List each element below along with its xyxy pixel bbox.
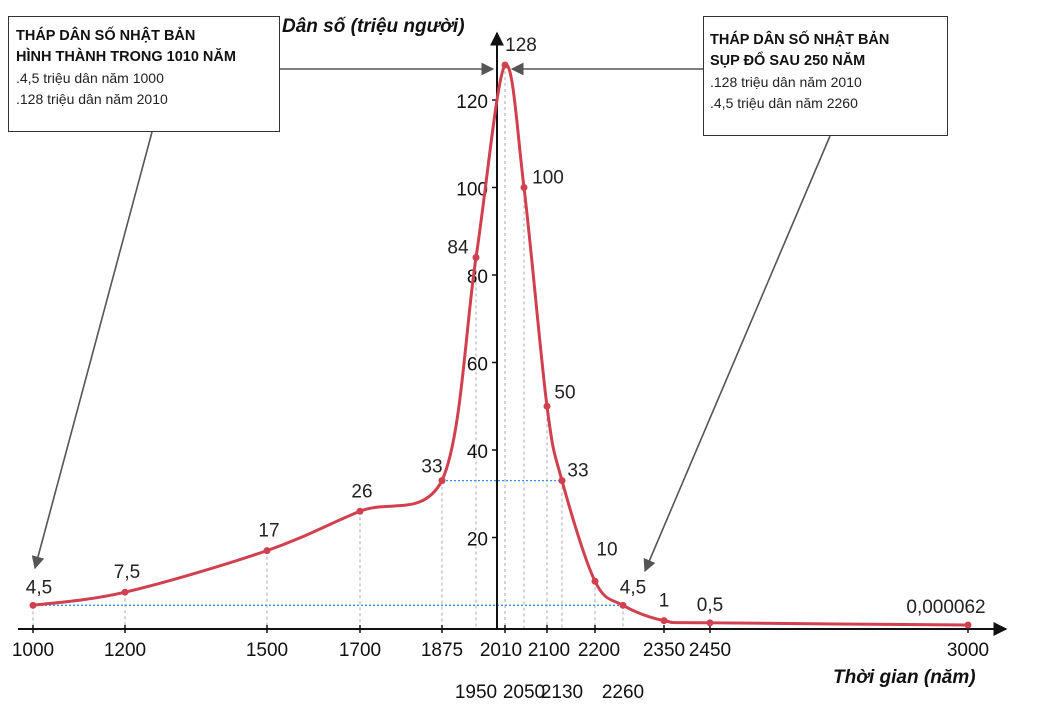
x-tick-label-2050: 2050	[503, 682, 545, 703]
data-label-2350: 1	[659, 591, 670, 612]
x-tick-label-1500: 1500	[246, 640, 288, 661]
collapse-info-box: THÁP DÂN SỐ NHẬT BẢN SỤP ĐỔ SAU 250 NĂM …	[703, 16, 948, 136]
data-label-1875: 33	[421, 457, 442, 478]
callout-arrow-right-down	[643, 135, 831, 573]
collapse-box-line-2: .4,5 triệu dân năm 2260	[710, 95, 858, 111]
data-label-2100: 50	[554, 382, 575, 403]
y-tick-label-80: 80	[467, 267, 488, 288]
formation-box-line-2: .128 triệu dân năm 2010	[16, 91, 168, 107]
x-tick-label-2100: 2100	[528, 640, 570, 661]
guide-lines	[32, 65, 711, 629]
data-point-3000	[964, 621, 972, 629]
data-label-2010: 128	[505, 35, 537, 56]
data-point-2200	[591, 577, 599, 585]
callout-arrow-left-down	[31, 131, 153, 570]
y-tick-label-20: 20	[467, 530, 488, 551]
data-point-1875	[438, 477, 446, 485]
data-label-2200: 10	[596, 539, 617, 560]
data-point-2010	[501, 61, 509, 69]
data-point-1000	[29, 601, 37, 609]
y-tick-label-40: 40	[467, 442, 488, 463]
data-point-2350	[660, 617, 668, 625]
population-curve	[32, 63, 969, 627]
x-tick-label-1950: 1950	[455, 682, 497, 703]
data-label-2260: 4,5	[620, 577, 646, 598]
x-tick-label-1200: 1200	[104, 640, 146, 661]
x-tick-label-1000: 1000	[12, 640, 54, 661]
formation-box-line-1: .4,5 triệu dân năm 1000	[16, 70, 164, 86]
data-label-2050: 100	[532, 168, 564, 189]
data-label-2130: 33	[567, 461, 588, 482]
x-axis-title: Thời gian (năm)	[833, 667, 976, 688]
data-point-2100	[543, 402, 551, 410]
data-label-1500: 17	[258, 521, 279, 542]
data-label-1950: 84	[447, 238, 469, 259]
data-point-1950	[472, 254, 480, 261]
x-tick-label-1700: 1700	[339, 640, 381, 661]
axes	[18, 31, 1008, 636]
formation-box-title-1: THÁP DÂN SỐ NHẬT BẢN	[16, 28, 196, 44]
data-point-1700	[356, 507, 364, 515]
data-label-1700: 26	[351, 481, 372, 502]
x-tick-label-2130: 2130	[541, 682, 583, 703]
data-label-3000: 0,000062	[906, 597, 985, 618]
formation-info-box: THÁP DÂN SỐ NHẬT BẢN HÌNH THÀNH TRONG 10…	[8, 16, 280, 132]
y-tick-label-120: 120	[456, 92, 488, 113]
callout-arrows	[31, 62, 831, 573]
data-point-2130	[558, 477, 566, 485]
collapse-box-title-1: THÁP DÂN SỐ NHẬT BẢN	[710, 32, 890, 48]
formation-box-title-2: HÌNH THÀNH TRONG 1010 NĂM	[16, 49, 236, 65]
x-tick-label-2450: 2450	[689, 640, 731, 661]
x-ticks: 1000 1200 1500 1700 1875 2010 2100 2200 2350 2450…	[12, 625, 989, 703]
data-point-2450	[706, 619, 714, 627]
x-tick-label-2350: 2350	[643, 640, 685, 661]
x-tick-label-1875: 1875	[421, 640, 463, 661]
data-label-1200: 7,5	[114, 562, 140, 583]
data-point-2050	[520, 184, 528, 191]
y-ticks: 20 40 60 80 100 120	[456, 92, 497, 551]
y-axis-title: Dân số (triệu người)	[282, 16, 465, 37]
y-tick-label-60: 60	[467, 355, 488, 376]
data-point-1500	[263, 547, 271, 555]
x-tick-label-2260: 2260	[602, 682, 644, 703]
x-tick-label-3000: 3000	[947, 640, 989, 661]
collapse-box-line-1: .128 triệu dân năm 2010	[710, 74, 862, 90]
data-label-2450: 0,5	[697, 595, 723, 616]
x-tick-label-2200: 2200	[578, 640, 620, 661]
y-tick-label-100: 100	[456, 180, 488, 201]
collapse-box-title-2: SỤP ĐỔ SAU 250 NĂM	[710, 53, 866, 69]
data-points	[29, 61, 972, 629]
data-point-2260	[619, 601, 627, 609]
x-tick-label-2010: 2010	[480, 640, 522, 661]
data-label-1000: 4,5	[26, 577, 52, 598]
data-point-1200	[121, 588, 129, 596]
